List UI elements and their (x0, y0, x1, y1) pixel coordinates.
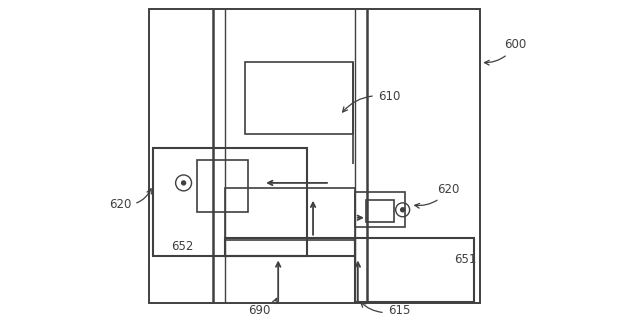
Text: 651: 651 (454, 253, 477, 266)
Bar (225, 238, 355, 255)
Bar (225, 188, 355, 240)
Text: 615: 615 (361, 302, 410, 317)
Bar (153, 148, 307, 255)
Text: 610: 610 (342, 90, 400, 112)
Text: 690: 690 (248, 298, 277, 317)
Bar (196, 160, 248, 212)
Bar (245, 62, 353, 134)
Circle shape (401, 208, 404, 212)
Text: 620: 620 (109, 189, 151, 211)
Text: 652: 652 (171, 240, 193, 253)
Bar (366, 200, 394, 222)
Bar (148, 9, 480, 304)
Circle shape (182, 181, 186, 185)
Text: 620: 620 (415, 183, 460, 208)
Text: 600: 600 (484, 38, 527, 65)
Bar (355, 238, 474, 302)
Bar (355, 192, 404, 227)
